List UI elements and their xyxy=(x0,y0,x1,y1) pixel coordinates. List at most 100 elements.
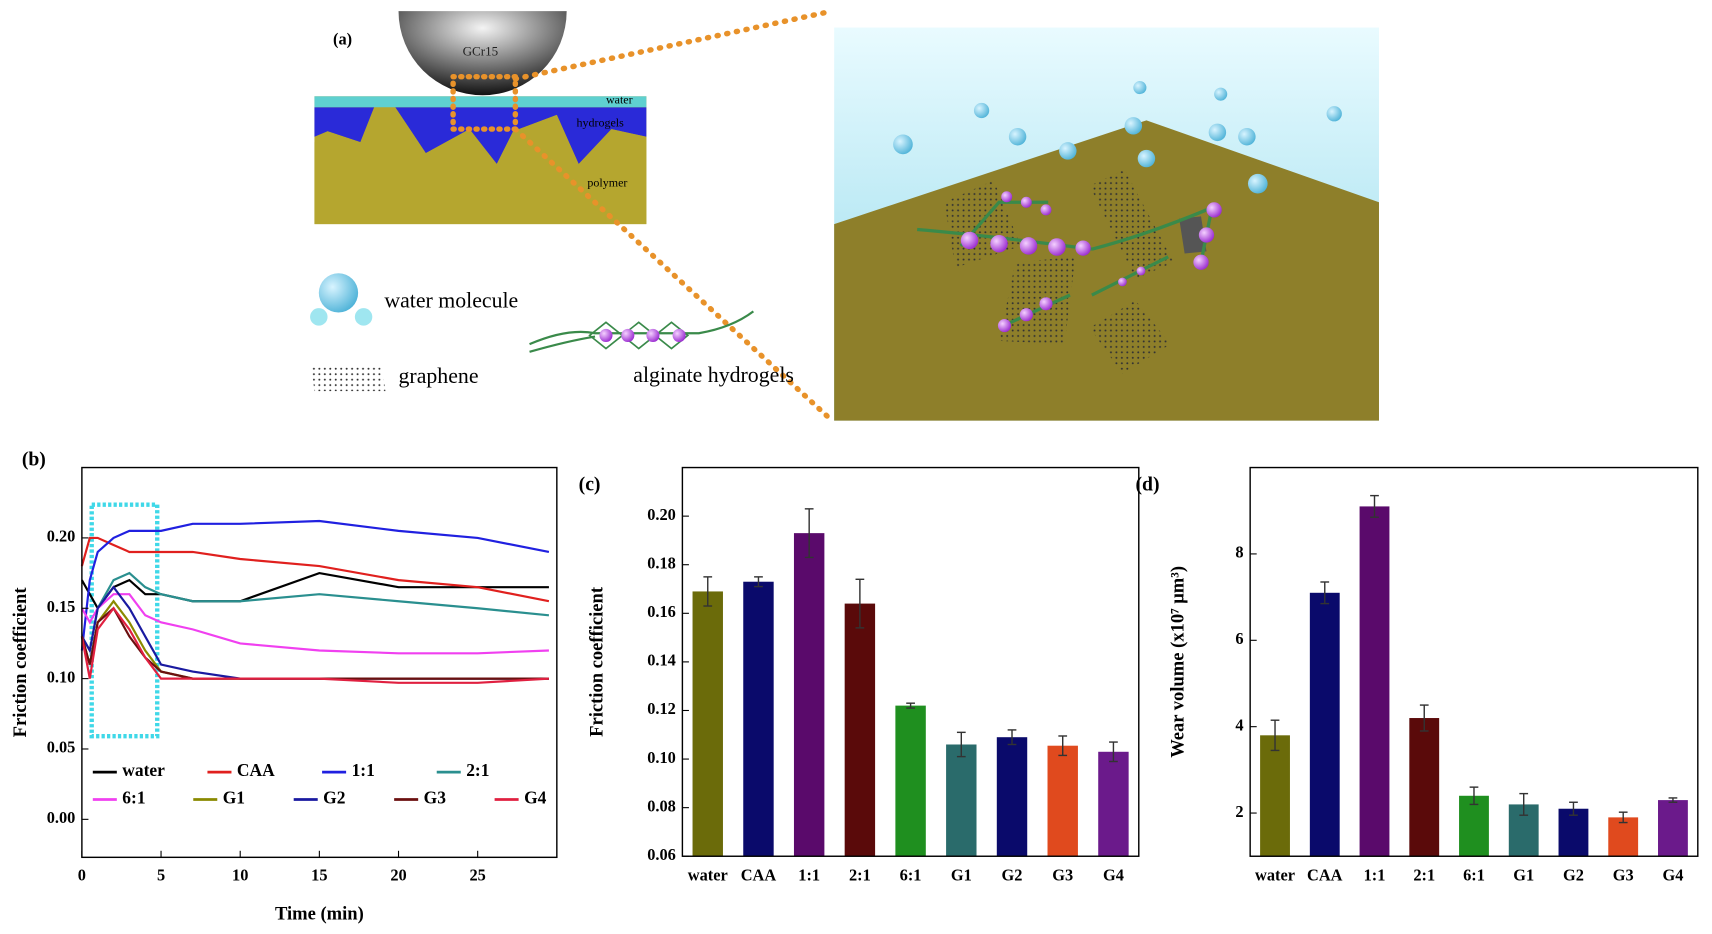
error-bar xyxy=(906,702,915,709)
error-bar xyxy=(1618,811,1628,824)
bar xyxy=(1608,817,1639,857)
y-tick-label: 0.14 xyxy=(647,651,676,670)
error-bar xyxy=(1519,792,1529,816)
bar xyxy=(1047,745,1078,857)
x-tick-label: 20 xyxy=(390,866,406,885)
legend-alginate: alginate hydrogels xyxy=(529,310,794,387)
x-tick-label: 25 xyxy=(469,866,485,885)
legend-label: CAA xyxy=(237,760,275,780)
x-tick-label: 1:1 xyxy=(1364,866,1386,885)
error-bar xyxy=(754,576,763,588)
y-tick-label: 0.10 xyxy=(647,748,676,767)
x-tick-label: 6:1 xyxy=(900,866,922,885)
legend-label: 1:1 xyxy=(352,760,375,780)
alginate-chains xyxy=(917,191,1222,333)
panel-label: (c) xyxy=(579,474,601,496)
panel-label: (b) xyxy=(22,449,46,471)
y-tick-label: 0.18 xyxy=(647,553,676,572)
error-bar xyxy=(1270,719,1280,752)
bar xyxy=(1459,795,1489,857)
bar xyxy=(1409,718,1440,857)
y-tick-label: 0.15 xyxy=(47,597,76,616)
hydrogels-label: hydrogels xyxy=(576,115,624,129)
y-tick-label: 0.12 xyxy=(647,699,676,718)
x-tick-label: G3 xyxy=(1613,866,1634,885)
y-tick-label: 0.20 xyxy=(647,505,676,524)
y-tick-label: 0.16 xyxy=(647,602,676,621)
x-tick-label: G4 xyxy=(1103,866,1124,885)
y-tick-label: 0.08 xyxy=(647,796,676,815)
bar xyxy=(1098,751,1129,857)
line-series xyxy=(80,606,549,684)
bar xyxy=(1658,800,1688,857)
y-tick-label: 0.05 xyxy=(47,738,76,757)
y-tick-label: 8 xyxy=(1235,543,1243,562)
zoom-line xyxy=(512,126,835,424)
y-tick-label: 4 xyxy=(1235,715,1243,734)
line-series xyxy=(80,519,550,651)
line-series xyxy=(80,593,549,655)
bar xyxy=(946,744,977,857)
x-tick-label: 15 xyxy=(311,866,327,885)
x-tick-label: CAA xyxy=(1307,866,1343,885)
bar xyxy=(743,581,774,857)
legend-label: water molecule xyxy=(384,289,518,313)
y-tick-label: 0.20 xyxy=(47,527,76,546)
legend-water-molecule: water molecule xyxy=(310,273,518,326)
x-tick-label: 5 xyxy=(157,866,165,885)
bar xyxy=(692,591,723,857)
x-tick-label: G2 xyxy=(1002,866,1023,885)
x-tick-label: 10 xyxy=(232,866,248,885)
error-bar xyxy=(703,576,713,607)
legend-graphene: graphene xyxy=(311,364,479,392)
bar xyxy=(844,603,876,857)
bar xyxy=(895,705,926,857)
legend-label: graphene xyxy=(399,364,479,388)
y-tick-label: 0.00 xyxy=(47,808,76,827)
diagram-a: (a) GCr15 water hydrogels polymer xyxy=(310,8,1379,424)
water-label: water xyxy=(606,92,633,106)
legend-label: G1 xyxy=(223,787,245,807)
legend-label: G3 xyxy=(424,787,447,807)
x-tick-label: G2 xyxy=(1563,866,1584,885)
legend-label: alginate hydrogels xyxy=(633,363,794,387)
x-tick-label: G3 xyxy=(1052,866,1073,885)
y-tick-label: 6 xyxy=(1235,629,1243,648)
y-tick-label: 2 xyxy=(1235,802,1243,821)
line-series xyxy=(80,571,550,654)
y-tick-label: 0.10 xyxy=(47,667,76,686)
x-tick-label: G4 xyxy=(1662,866,1683,885)
x-tick-label: G1 xyxy=(951,866,972,885)
hydrogel-layer xyxy=(314,103,647,165)
x-tick-label: 1:1 xyxy=(798,866,820,885)
error-bar xyxy=(956,731,966,758)
water-layer xyxy=(314,96,647,108)
error-bar xyxy=(855,578,865,629)
legend-label: 6:1 xyxy=(122,787,145,807)
x-tick-label: 2:1 xyxy=(849,866,871,885)
x-tick-label: 2:1 xyxy=(1413,866,1435,885)
line-series xyxy=(80,536,550,603)
legend-label: water xyxy=(122,760,165,780)
legend-label: G4 xyxy=(524,787,547,807)
plot-frame xyxy=(1249,466,1699,857)
y-axis-label: Friction coefficient xyxy=(10,587,31,738)
panel-label: (d) xyxy=(1136,474,1160,496)
error-bar xyxy=(1569,801,1578,816)
legend-label: G2 xyxy=(323,787,345,807)
x-tick-label: water xyxy=(1255,866,1295,885)
y-axis-label: Wear volume (x10⁷ μm³) xyxy=(1167,566,1188,758)
bar xyxy=(1558,808,1589,857)
zoom-box xyxy=(450,73,519,132)
bar xyxy=(996,737,1028,857)
x-tick-label: 0 xyxy=(78,866,86,885)
error-bar xyxy=(1320,581,1330,605)
line-series xyxy=(80,606,549,680)
error-bar xyxy=(1007,729,1017,746)
x-tick-label: water xyxy=(688,866,728,885)
bar xyxy=(1309,592,1340,857)
error-bar xyxy=(1109,741,1118,763)
x-tick-label: 6:1 xyxy=(1463,866,1485,885)
polymer-surface xyxy=(314,100,647,225)
